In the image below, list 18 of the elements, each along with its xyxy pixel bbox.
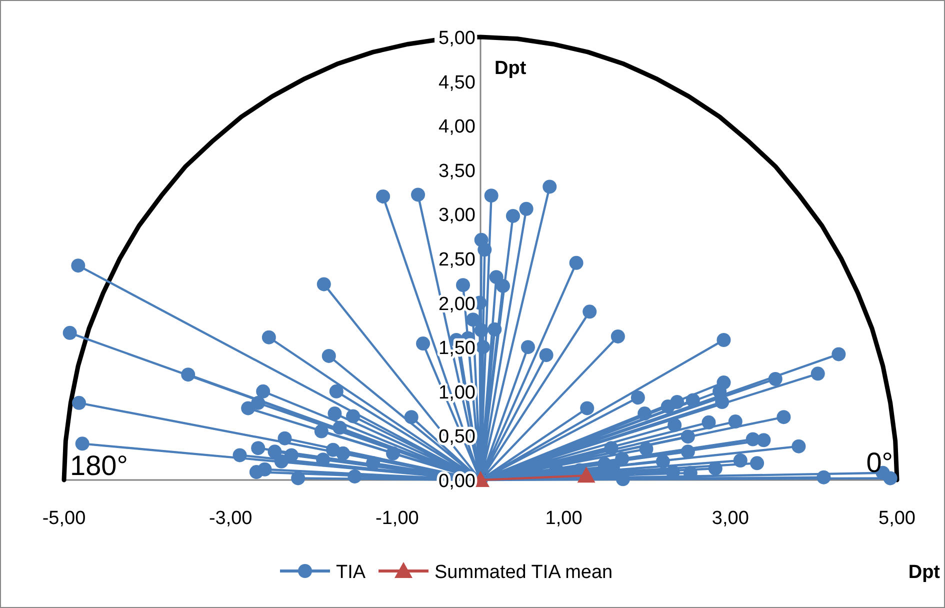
y-tick-label: 5,00: [438, 28, 476, 49]
y-tick-label: 4,00: [438, 116, 476, 138]
x-tick-label: -3,00: [208, 508, 252, 529]
x-tick-label: 1,00: [545, 508, 582, 529]
x-tick-label: -1,00: [376, 508, 419, 529]
y-tick-label: 4,50: [438, 72, 476, 94]
x-tick-label: 3,00: [712, 508, 749, 529]
annotation: 0°: [866, 447, 893, 478]
y-tick-label: 2,50: [438, 250, 476, 270]
y-axis-title: Dpt: [494, 58, 527, 79]
x-tick-label: -5,00: [42, 508, 86, 529]
y-tick-label: 3,50: [438, 160, 476, 182]
legend-label: TIA: [336, 562, 366, 583]
y-tick-label: 3,00: [438, 205, 476, 226]
legend-label: Summated TIA mean: [434, 562, 613, 583]
x-axis-title: Dpt: [908, 562, 941, 583]
annotation: 180°: [70, 450, 128, 481]
x-tick-label: 5,00: [878, 508, 916, 529]
